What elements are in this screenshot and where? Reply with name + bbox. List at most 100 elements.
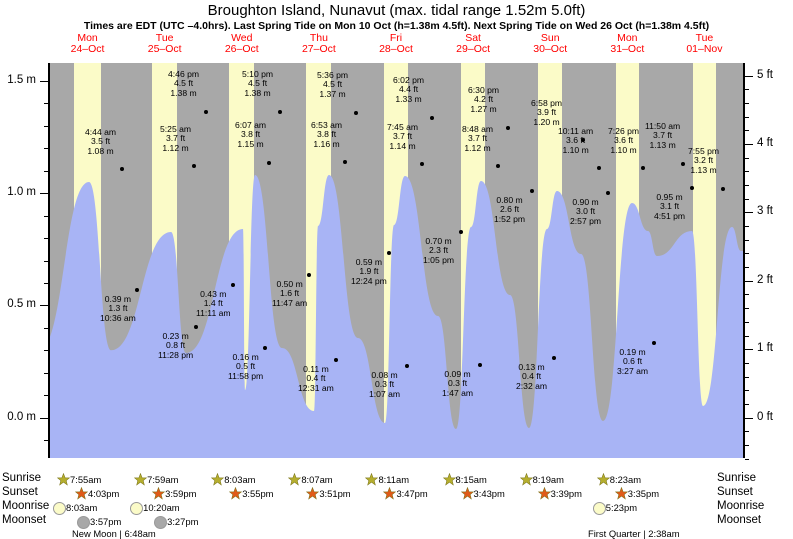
tide-extreme-dot <box>204 110 208 114</box>
tide-annotation-line: 0.4 ft <box>521 371 542 382</box>
tide-annotation-a25: 0.70 m 2.3 ft 1:05 pm <box>423 236 454 265</box>
tide-annotation-line: 0.13 m <box>518 362 545 372</box>
tide-annotation-a28: 0.13 m 0.4 ft 2:32 am <box>516 362 547 391</box>
tide-annotation-line: 1.08 m <box>87 145 114 156</box>
tide-annotation-a3: 5:25 am 3.7 ft 1.12 m <box>160 124 192 153</box>
moonset-time-1: 3:27pm <box>167 516 199 527</box>
sunrise-time-1: 7:59am <box>147 474 179 485</box>
tide-extreme-dot <box>267 161 271 165</box>
tide-extreme-dot <box>420 162 424 166</box>
right-axis-tick <box>745 253 749 255</box>
tide-extreme-dot <box>194 325 198 329</box>
tide-annotation-a24: 0.08 m 0.3 ft 1:07 am <box>369 370 401 399</box>
sunset-time-6: 3:39pm <box>550 488 582 499</box>
day-label-6: Sun 30–Oct <box>512 33 589 55</box>
tide-annotation-line: 1.37 m <box>319 88 346 99</box>
day-label-0: Mon 24–Oct <box>49 33 126 55</box>
left-axis-label: 1.5 m <box>7 73 36 86</box>
tide-annotation-line: 0.23 m <box>162 331 189 341</box>
tide-annotation-line: 12:24 pm <box>351 275 387 286</box>
sunset-time-2: 3:55pm <box>242 488 274 499</box>
tide-annotation-line: 0.80 m <box>496 195 523 205</box>
tide-annotation-line: 0.16 m <box>232 352 259 362</box>
tide-annotation-line: 10:11 am <box>558 126 594 136</box>
sunrise-time-4: 8:11am <box>378 474 410 485</box>
sunset-time-4: 3:47pm <box>396 488 428 499</box>
tide-annotation-line: 3.7 ft <box>165 133 186 144</box>
page-subtitle: Times are EDT (UTC –4.0hrs). Last Spring… <box>83 20 710 32</box>
tide-extreme-dot <box>120 167 124 171</box>
sunset-time-0: 4:03pm <box>88 488 120 499</box>
moonset-time-0: 3:57pm <box>90 516 122 527</box>
tide-annotation-line: 11:28 pm <box>158 349 194 360</box>
tide-annotation-line: 5:25 am <box>160 124 192 134</box>
tide-annotation-line: 1.13 m <box>690 164 717 175</box>
right-axis-tick <box>745 143 753 145</box>
tide-annotation-a23: 0.59 m 1.9 ft 12:24 pm <box>351 257 387 286</box>
tide-annotation-line: 1:07 am <box>369 388 401 399</box>
right-axis-tick <box>745 403 749 405</box>
sunrise-time-0: 7:55am <box>70 474 102 485</box>
page-title: Broughton Island, Nunavut (max. tidal ra… <box>207 2 586 19</box>
tide-annotation-line: 0.90 m <box>572 197 599 207</box>
tide-annotation-line: 3.6 ft <box>613 135 634 146</box>
sunset-time-7: 3:35pm <box>627 488 660 499</box>
right-axis-tick <box>745 390 749 392</box>
tide-annotation-line: 5:36 pm <box>317 70 349 80</box>
tide-annotation-line: 4.4 ft <box>398 84 419 95</box>
sunrise-star-icon <box>365 472 379 486</box>
day-label-1: Tue 25–Oct <box>126 33 203 55</box>
left-axis-tick <box>40 417 48 419</box>
tide-chart-plot: 4:44 am 3.5 ft 1.08 m 4:46 pm 4.5 ft 1.38 m 5:… <box>49 63 743 458</box>
tide-annotation-line: 1.38 m <box>170 87 197 98</box>
tide-extreme-dot <box>387 251 391 255</box>
tide-annotation-line: 0.50 m <box>276 279 303 289</box>
tide-annotation-a29: 0.90 m 3.0 ft 2:57 pm <box>570 197 601 226</box>
tide-annotation-line: 1.10 m <box>610 144 637 155</box>
right-axis-tick <box>745 185 749 187</box>
right-axis-tick <box>745 89 749 91</box>
tide-extreme-dot <box>354 111 358 115</box>
right-axis-tick <box>745 116 749 118</box>
tide-annotation-line: 4:51 pm <box>654 210 686 221</box>
tide-annotation-line: 1.20 m <box>533 116 560 127</box>
sunrise-time-5: 8:15am <box>455 474 487 485</box>
moonset-icon <box>77 516 90 529</box>
tide-annotation-line: 1.12 m <box>162 142 189 153</box>
moonrise-time-7: 5:23pm <box>605 502 638 513</box>
right-axis-tick <box>745 102 749 104</box>
tide-annotation-line: 1.15 m <box>237 138 264 149</box>
sunrise-time-6: 8:19am <box>532 474 564 485</box>
sunset-time-1: 3:59pm <box>165 488 197 499</box>
tide-annotation-line: 1.9 ft <box>359 266 379 277</box>
tide-annotation-line: 1.10 m <box>562 144 589 155</box>
row-label-right-sunrise: Sunrise <box>717 472 756 484</box>
tide-annotation-line: 0.11 m <box>303 364 329 374</box>
tide-annotation-line: 4:44 am <box>85 127 117 137</box>
row-label-left-sunrise: Sunrise <box>2 472 41 484</box>
tide-annotation-a8: 6:02 pm 4.4 ft 1.33 m <box>393 75 424 104</box>
tide-annotation-line: 1.38 m <box>244 87 271 98</box>
row-label-right-moonrise: Moonrise <box>717 500 765 512</box>
tide-extreme-dot <box>478 363 482 367</box>
tide-annotation-a30: 0.19 m 0.6 ft 3:27 am <box>617 347 648 376</box>
tide-annotation-line: 7:45 am <box>387 122 419 132</box>
tide-extreme-dot <box>192 164 196 168</box>
right-axis-label: 1 ft <box>757 342 773 355</box>
tide-annotation-line: 0.43 m <box>200 289 227 299</box>
tide-extreme-dot <box>681 162 685 166</box>
tide-annotation-line: 0.8 ft <box>166 340 186 351</box>
row-label-left-moonset: Moonset <box>2 514 47 526</box>
sunset-star-icon <box>614 486 628 500</box>
right-axis-tick <box>745 212 753 214</box>
tide-annotation-line: 1.16 m <box>313 138 340 149</box>
sunrise-time-7: 8:23am <box>609 474 642 485</box>
day-of-week: Thu <box>309 32 328 44</box>
tide-annotation-line: 5:10 pm <box>242 69 274 79</box>
tide-annotation-a12: 6:58 pm 3.9 ft 1.20 m <box>531 98 562 127</box>
day-of-week: Tue <box>155 32 174 44</box>
tide-annotation-line: 11:58 pm <box>228 370 264 381</box>
sunset-star-icon <box>229 486 243 500</box>
tide-annotation-line: 1:47 am <box>442 387 474 398</box>
left-axis-line <box>48 63 50 458</box>
